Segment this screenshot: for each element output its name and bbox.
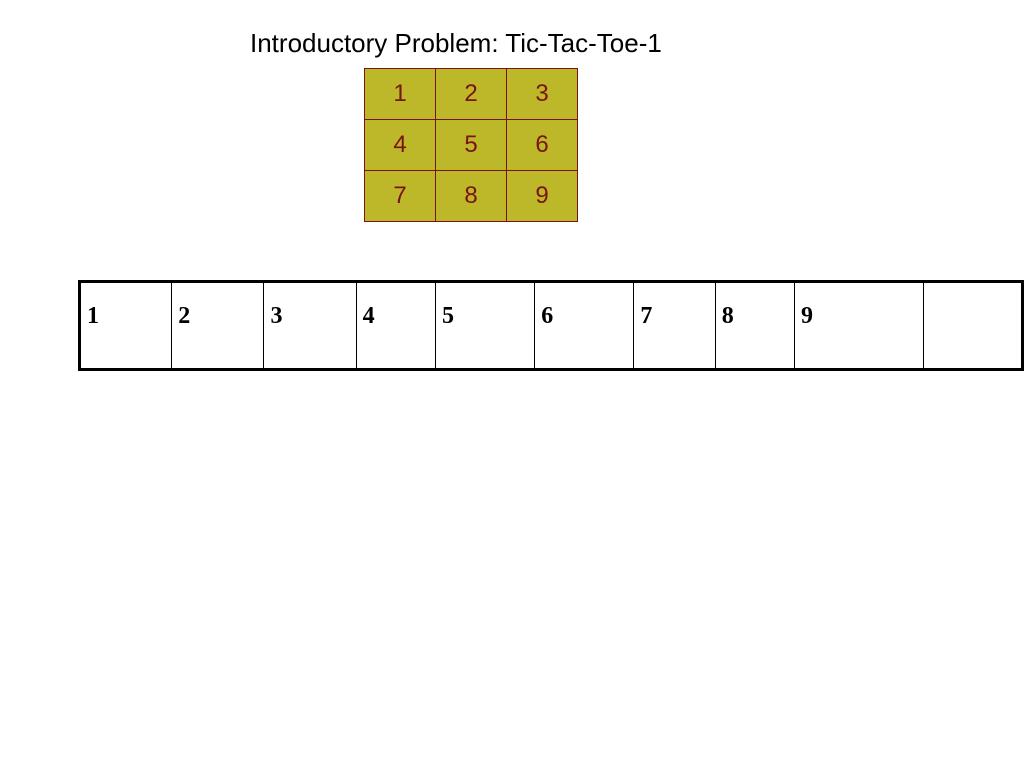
page-title: Introductory Problem: Tic-Tac-Toe-1 (250, 28, 662, 59)
sequence-row: 1 2 3 4 5 6 7 8 9 (78, 280, 1024, 371)
grid-cell: 8 (436, 171, 507, 222)
grid-cell: 1 (365, 69, 436, 120)
grid-cell: 5 (436, 120, 507, 171)
sequence-cell: 7 (634, 282, 715, 370)
sequence-cell: 9 (795, 282, 924, 370)
grid-cell: 2 (436, 69, 507, 120)
tictactoe-grid: 1 2 3 4 5 6 7 8 9 (364, 68, 578, 222)
sequence-cell: 1 (80, 282, 172, 370)
sequence-cell: 5 (436, 282, 535, 370)
grid-cell: 3 (507, 69, 578, 120)
grid-row: 4 5 6 (365, 120, 578, 171)
sequence-cell (923, 282, 1022, 370)
grid-cell: 9 (507, 171, 578, 222)
sequence-cell: 8 (715, 282, 794, 370)
grid-cell: 4 (365, 120, 436, 171)
sequence-cell: 6 (535, 282, 634, 370)
sequence-row-tr: 1 2 3 4 5 6 7 8 9 (80, 282, 1023, 370)
sequence-cell: 4 (356, 282, 435, 370)
sequence-cell: 3 (264, 282, 356, 370)
grid-cell: 6 (507, 120, 578, 171)
grid-row: 7 8 9 (365, 171, 578, 222)
grid-row: 1 2 3 (365, 69, 578, 120)
grid-cell: 7 (365, 171, 436, 222)
sequence-cell: 2 (172, 282, 264, 370)
